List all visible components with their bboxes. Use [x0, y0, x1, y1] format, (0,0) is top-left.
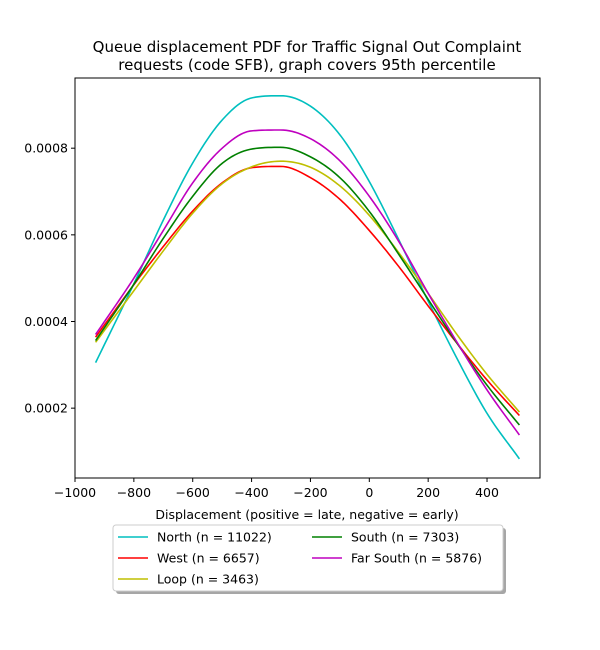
legend-label-2: West (n = 6657) [157, 551, 260, 566]
series-line-2 [94, 165, 520, 417]
x-axis-label: Displacement (positive = late, negative … [155, 507, 458, 522]
y-tick-label: 0.0004 [24, 314, 68, 329]
x-tick-label: −1000 [54, 485, 96, 500]
series-line-5 [94, 129, 521, 436]
chart-title-line-2: requests (code SFB), graph covers 95th p… [118, 56, 495, 74]
y-tick-label: 0.0006 [24, 227, 68, 242]
legend: North (n = 11022) West (n = 6657) Loop (n … [112, 524, 506, 594]
x-tick-label: −800 [117, 485, 151, 500]
series-line-1 [94, 94, 521, 460]
series-line-4 [94, 146, 521, 426]
x-tick-label: −600 [176, 485, 210, 500]
legend-label-5: Far South (n = 5876) [351, 551, 482, 566]
legend-label-1: North (n = 11022) [157, 530, 272, 545]
series-line-3 [94, 160, 521, 413]
x-tick-label: 200 [416, 485, 440, 500]
series-layer [94, 94, 521, 460]
plot-area-frame [74, 77, 541, 479]
legend-items: North (n = 11022) West (n = 6657) Loop (n … [118, 530, 482, 587]
x-tick-label: 400 [475, 485, 499, 500]
x-tick-label: −200 [293, 485, 327, 500]
legend-box [112, 524, 504, 592]
legend-label-3: Loop (n = 3463) [157, 572, 259, 587]
chart-title-line-1: Queue displacement PDF for Traffic Signa… [93, 38, 522, 56]
x-tick-label: −400 [234, 485, 268, 500]
y-tick-label: 0.0008 [24, 141, 68, 156]
tick-layer: −1000 −800 −600 −400 −200 0 200 400 0.0002 0.0004… [24, 141, 499, 500]
y-tick-label: 0.0002 [24, 401, 68, 416]
x-tick-label: 0 [365, 485, 373, 500]
legend-label-4: South (n = 7303) [351, 530, 459, 545]
